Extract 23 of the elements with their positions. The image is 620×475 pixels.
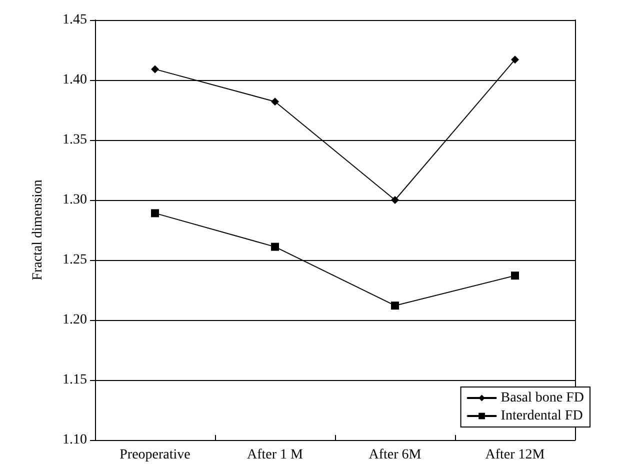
y-tick-label: 1.20 [62, 312, 87, 328]
point [511, 272, 519, 280]
point [151, 65, 159, 74]
point [271, 242, 279, 251]
point [391, 196, 399, 204]
legend-label: Interdental FD [500, 408, 583, 424]
y-tick-label: 1.15 [62, 372, 87, 388]
x-tick-label: After 12M [485, 448, 546, 462]
x-tick-label: After 1 M [247, 448, 304, 462]
y-tick-label: 1.40 [62, 72, 87, 88]
x-tick-label: Preoperative [120, 448, 190, 462]
y-axis-title: Fractal dimension [30, 180, 46, 280]
y-tick-label: 1.10 [62, 432, 87, 448]
x-tick-label: After 6M [368, 448, 422, 462]
y-tick-label: 1.25 [62, 252, 87, 268]
point [511, 56, 519, 64]
point [391, 302, 399, 310]
point [151, 209, 159, 218]
legend-label: Basal bone FD [500, 390, 584, 406]
point [271, 98, 279, 106]
y-tick-label: 1.45 [62, 12, 87, 28]
y-tick-label: 1.35 [62, 132, 87, 148]
y-tick-label: 1.30 [62, 192, 87, 208]
